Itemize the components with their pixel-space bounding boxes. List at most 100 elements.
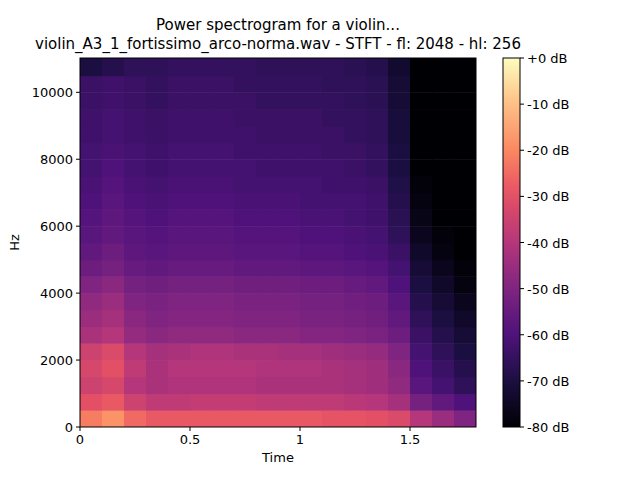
cell (168, 76, 191, 93)
cell (80, 360, 103, 377)
cell (300, 159, 323, 176)
cell (146, 293, 169, 310)
cell (234, 360, 257, 377)
cell (168, 209, 191, 226)
cell (344, 377, 367, 394)
cell (146, 327, 169, 344)
cell (300, 410, 323, 427)
cell (432, 310, 455, 327)
cell (410, 126, 433, 143)
cell (410, 410, 433, 427)
cell (322, 243, 345, 260)
cell (410, 176, 433, 193)
cell (124, 243, 147, 260)
cell (344, 260, 367, 277)
y-tick (76, 226, 80, 227)
cell (234, 209, 257, 226)
cell (168, 310, 191, 327)
cell (168, 377, 191, 394)
cell (366, 109, 389, 126)
cell (388, 58, 411, 76)
cell (190, 293, 213, 310)
y-tick-label: 6000 (40, 219, 73, 234)
cell (168, 410, 191, 427)
cell (102, 394, 125, 411)
cell (234, 193, 257, 210)
cell (124, 176, 147, 193)
x-tick-label: 0.5 (180, 432, 201, 447)
cell (124, 193, 147, 210)
cell (366, 377, 389, 394)
cell (124, 293, 147, 310)
cell (168, 176, 191, 193)
cell (102, 193, 125, 210)
cell (212, 310, 235, 327)
cell (146, 243, 169, 260)
cell (102, 109, 125, 126)
cell (102, 343, 125, 360)
cell (278, 176, 301, 193)
cell (102, 76, 125, 93)
y-tick-label: 8000 (40, 152, 73, 167)
cell (388, 176, 411, 193)
color-tick-label: -50 dB (527, 282, 570, 297)
cell (454, 176, 476, 193)
cell (388, 92, 411, 109)
cell (212, 260, 235, 277)
cell (388, 276, 411, 293)
cell (432, 260, 455, 277)
cell (278, 159, 301, 176)
cell (168, 193, 191, 210)
cell (168, 126, 191, 143)
cell (410, 343, 433, 360)
cell (234, 243, 257, 260)
cell (256, 92, 279, 109)
cell (168, 360, 191, 377)
cell (344, 143, 367, 160)
cell (102, 209, 125, 226)
color-tick (520, 150, 524, 151)
cell (454, 209, 476, 226)
cell (432, 58, 455, 76)
cell (322, 92, 345, 109)
cell (146, 92, 169, 109)
cell (454, 343, 476, 360)
cell (234, 126, 257, 143)
cell (146, 193, 169, 210)
cell (300, 377, 323, 394)
cell (300, 276, 323, 293)
cell (168, 276, 191, 293)
cell (410, 109, 433, 126)
cell (124, 58, 147, 76)
cell (300, 394, 323, 411)
cell (432, 360, 455, 377)
cell (300, 343, 323, 360)
cell (366, 159, 389, 176)
cell (212, 276, 235, 293)
cell (124, 159, 147, 176)
cell (278, 394, 301, 411)
cell (80, 58, 103, 76)
cell (124, 126, 147, 143)
cell (300, 327, 323, 344)
cell (168, 394, 191, 411)
x-tick (300, 427, 301, 431)
cell (80, 327, 103, 344)
cell (80, 410, 103, 427)
cell (256, 226, 279, 243)
cell (80, 92, 103, 109)
cell (366, 226, 389, 243)
cell (212, 394, 235, 411)
cell (388, 377, 411, 394)
cell (454, 226, 476, 243)
cell (212, 109, 235, 126)
cell (344, 176, 367, 193)
cell (344, 209, 367, 226)
cell (300, 92, 323, 109)
cell (322, 377, 345, 394)
cell (80, 377, 103, 394)
cell (388, 360, 411, 377)
cell (278, 360, 301, 377)
cell (432, 243, 455, 260)
cell (256, 193, 279, 210)
